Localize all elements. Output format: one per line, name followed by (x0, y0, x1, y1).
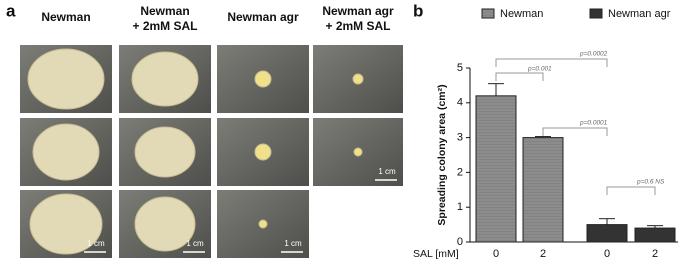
x-tick-label: 0 (493, 248, 499, 260)
y-tick-label: 1 (457, 201, 463, 213)
colony (27, 48, 105, 110)
panel-b: b 0 1 2 3 4 5 Spreading colony area (cm²) SAL [m… (413, 1, 678, 260)
bar (634, 227, 676, 243)
colony (254, 70, 272, 88)
significance-bracket (495, 58, 608, 67)
scale-bar-label: 1 cm (186, 239, 204, 248)
y-axis-label: Spreading colony area (cm²) (436, 84, 448, 225)
colony (131, 51, 199, 107)
colony (29, 193, 103, 255)
colony (353, 147, 363, 157)
significance-bracket (495, 72, 544, 81)
column-header: + 2mM SAL (325, 19, 390, 33)
colony (32, 123, 100, 181)
x-tick-label: 0 (604, 248, 610, 260)
legend-label: Newman (500, 8, 543, 20)
column-header: Newman (41, 10, 90, 24)
annotation: p=0.0002 (579, 51, 608, 58)
x-tick-label: 2 (652, 248, 658, 260)
significance-bracket (606, 186, 656, 195)
y-tick-label: 2 (457, 166, 463, 178)
colony (134, 126, 196, 178)
x-tick-label: 2 (540, 248, 546, 260)
bar (475, 95, 517, 243)
scale-bar-label: 1 cm (378, 167, 396, 176)
significance-bracket (542, 127, 608, 136)
scale-bar-label: 1 cm (284, 239, 302, 248)
column-header: Newman agr (227, 10, 299, 24)
column-header: + 2mM SAL (132, 19, 197, 33)
bar (586, 224, 628, 243)
legend-swatch (589, 8, 603, 19)
y-tick-label: 0 (457, 236, 463, 248)
colony (254, 143, 272, 161)
scale-bar-label: 1 cm (87, 239, 105, 248)
column-header: Newman (140, 4, 189, 18)
y-tick-label: 5 (457, 62, 463, 74)
y-tick-label: 4 (457, 97, 463, 109)
colony (352, 73, 364, 85)
x-axis-label: SAL [mM] (413, 248, 459, 260)
bar (522, 137, 564, 243)
panel-label: b (413, 1, 423, 20)
annotation: p=0.001 (527, 66, 552, 73)
legend-label: Newman agr (608, 8, 671, 20)
colony (258, 219, 268, 229)
annotation: p=0.6 NS (636, 179, 665, 186)
y-tick-label: 3 (457, 132, 463, 144)
legend-swatch (481, 8, 495, 19)
colony (134, 196, 196, 252)
column-header: Newman agr (322, 4, 394, 18)
annotation: p=0.0001 (579, 120, 608, 127)
panel-label: a (6, 1, 16, 20)
